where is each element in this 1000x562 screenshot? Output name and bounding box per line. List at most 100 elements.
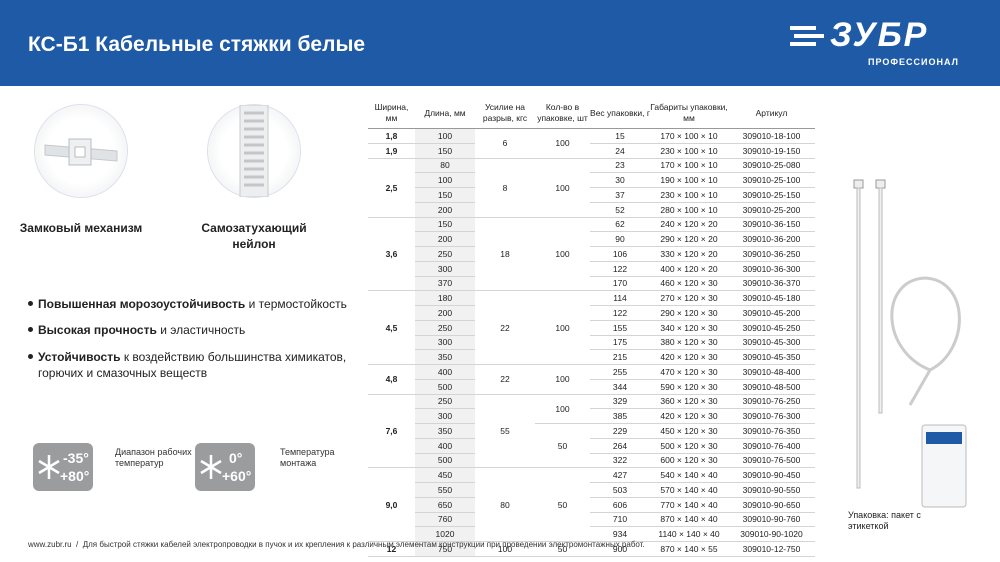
title: КС-Б1 Кабельные стяжки белые bbox=[28, 33, 366, 56]
table-row: 200 90 290 × 120 × 20 309010-36-200 bbox=[368, 231, 815, 247]
snowflake-icon bbox=[200, 455, 222, 479]
table-cell: 230 × 100 × 10 bbox=[650, 143, 728, 159]
table-cell: 360 × 120 × 30 bbox=[650, 393, 728, 410]
table-cell: 750 bbox=[415, 541, 475, 557]
table-cell: 100 bbox=[415, 128, 475, 144]
table-row: 250 155 340 × 120 × 30 309010-45-250 bbox=[368, 320, 815, 336]
table-cell: 400 bbox=[415, 364, 475, 380]
table-cell: 344 bbox=[590, 379, 650, 395]
table-cell: 309010-76-350 bbox=[728, 423, 815, 439]
bullet-text: и эластичность bbox=[156, 323, 246, 337]
table-cell: 37 bbox=[590, 187, 650, 203]
table-row: 500 322 600 × 120 × 30 309010-76-500 bbox=[368, 453, 815, 469]
table-row: 650 606 770 × 140 × 40 309010-90-650 bbox=[368, 497, 815, 513]
badge-caption: Температура монтажа bbox=[280, 447, 335, 468]
table-cell: 870 × 140 × 55 bbox=[650, 541, 728, 557]
table-cell: 9,0 bbox=[368, 467, 415, 542]
table-cell: 290 × 120 × 20 bbox=[650, 231, 728, 247]
bullet: Повышенная морозоустойчивость и термосто… bbox=[28, 296, 368, 312]
table-cell: 255 bbox=[590, 364, 650, 380]
table-row: 100 30 190 × 100 × 10 309010-25-100 bbox=[368, 172, 815, 188]
bullet: Устойчивость к воздействию большинства х… bbox=[28, 349, 368, 381]
table-row: 300 385 420 × 120 × 30 309010-76-300 bbox=[368, 408, 815, 424]
badge-caption: Диапазон рабочих температур bbox=[115, 447, 192, 468]
feature-image bbox=[35, 105, 127, 197]
table-cell: 550 bbox=[415, 482, 475, 498]
table-cell: 309010-45-200 bbox=[728, 305, 815, 321]
table-cell: 175 bbox=[590, 335, 650, 351]
table-cell: 80 bbox=[475, 467, 535, 542]
table-cell: 322 bbox=[590, 453, 650, 469]
table-cell: 190 × 100 × 10 bbox=[650, 172, 728, 188]
table-body: 1,8 100 6 100 15 170 × 100 × 10 309010-18-100 1… bbox=[368, 128, 815, 557]
table-row: 350 50 229 450 × 120 × 30 309010-76-350 bbox=[368, 423, 815, 469]
table-cell: 460 × 120 × 30 bbox=[650, 276, 728, 292]
table-row: 7,6 250 55 100 329 360 × 120 × 30 309010-76-25… bbox=[368, 393, 815, 469]
table-row: 1,9 150 24 230 × 100 × 10 309010-19-150 bbox=[368, 143, 815, 159]
table-cell: 22 bbox=[475, 290, 535, 365]
table-cell: 309010-45-180 bbox=[728, 290, 815, 306]
table-cell: 180 bbox=[415, 290, 475, 306]
table-cell: 540 × 140 × 40 bbox=[650, 467, 728, 483]
table-cell: 309010-45-350 bbox=[728, 349, 815, 365]
badge-top: 0° bbox=[229, 450, 243, 466]
table-cell: 100 bbox=[535, 393, 590, 424]
table-cell: 1,9 bbox=[368, 143, 415, 159]
bullet-bold: Повышенная морозоустойчивость bbox=[38, 297, 246, 311]
table-row: 12 750 100 50 900 870 × 140 × 55 309010-12-750 bbox=[368, 541, 815, 557]
bullet-text: к воздействию большинства химикатов, гор… bbox=[38, 350, 347, 380]
table-cell: 300 bbox=[415, 408, 475, 424]
table-cell: 309010-36-300 bbox=[728, 261, 815, 277]
table-cell: 1,8 bbox=[368, 128, 415, 144]
table-cell: 230 × 100 × 10 bbox=[650, 187, 728, 203]
table-cell: 270 × 120 × 30 bbox=[650, 290, 728, 306]
table-cell: 114 bbox=[590, 290, 650, 306]
table-cell: 200 bbox=[415, 305, 475, 321]
table-cell: 100 bbox=[415, 172, 475, 188]
table-cell: 4,5 bbox=[368, 290, 415, 365]
table-cell: 7,6 bbox=[368, 393, 415, 469]
tie-strip bbox=[239, 104, 269, 198]
column-header: Вес упаковки, г bbox=[590, 98, 650, 129]
table-cell: 710 bbox=[590, 512, 650, 528]
table-cell: 18 bbox=[475, 216, 535, 292]
table-cell: 309010-90-1020 bbox=[728, 526, 815, 542]
table-cell: 300 bbox=[415, 261, 475, 277]
table-cell: 450 bbox=[415, 467, 475, 483]
table-cell: 170 × 100 × 10 bbox=[650, 128, 728, 144]
table-cell: 106 bbox=[590, 246, 650, 262]
badge-bottom: +80° bbox=[60, 468, 90, 484]
column-header: Усилие на разрыв, кгс bbox=[475, 98, 535, 129]
table-row: 350 215 420 × 120 × 30 309010-45-350 bbox=[368, 349, 815, 365]
table-cell: 50 bbox=[535, 423, 590, 469]
table-cell: 309010-25-150 bbox=[728, 187, 815, 203]
badge-top: -35° bbox=[63, 450, 89, 466]
table-cell: 100 bbox=[535, 290, 590, 365]
temperature-badge: 0° +60° bbox=[195, 443, 255, 491]
table-cell: 400 bbox=[415, 438, 475, 454]
table-cell: 590 × 120 × 30 bbox=[650, 379, 728, 395]
table-cell: 309010-90-450 bbox=[728, 467, 815, 483]
table-cell: 215 bbox=[590, 349, 650, 365]
table-cell: 309010-25-080 bbox=[728, 157, 815, 174]
bullet-bold: Высокая прочность bbox=[38, 323, 157, 337]
table-row: 9,0 450 80 50 427 540 × 140 × 40 309010-90-450 bbox=[368, 467, 815, 542]
table-cell: 50 bbox=[535, 467, 590, 542]
table-row: 200 52 280 × 100 × 10 309010-25-200 bbox=[368, 202, 815, 218]
table-row: 150 37 230 × 100 × 10 309010-25-150 bbox=[368, 187, 815, 203]
table-cell: 22 bbox=[475, 364, 535, 395]
bullet: Высокая прочность и эластичность bbox=[28, 322, 368, 338]
table-cell: 250 bbox=[415, 246, 475, 262]
table-cell: 309010-76-500 bbox=[728, 453, 815, 469]
table-cell: 309010-48-400 bbox=[728, 364, 815, 380]
table-cell: 770 × 140 × 40 bbox=[650, 497, 728, 513]
table-cell: 503 bbox=[590, 482, 650, 498]
table-cell: 8 bbox=[475, 157, 535, 218]
table-cell: 340 × 120 × 30 bbox=[650, 320, 728, 336]
table-cell: 500 bbox=[415, 453, 475, 469]
table-cell: 12 bbox=[368, 541, 415, 557]
table-cell: 122 bbox=[590, 305, 650, 321]
table-cell: 385 bbox=[590, 408, 650, 424]
table-cell: 280 × 100 × 10 bbox=[650, 202, 728, 218]
